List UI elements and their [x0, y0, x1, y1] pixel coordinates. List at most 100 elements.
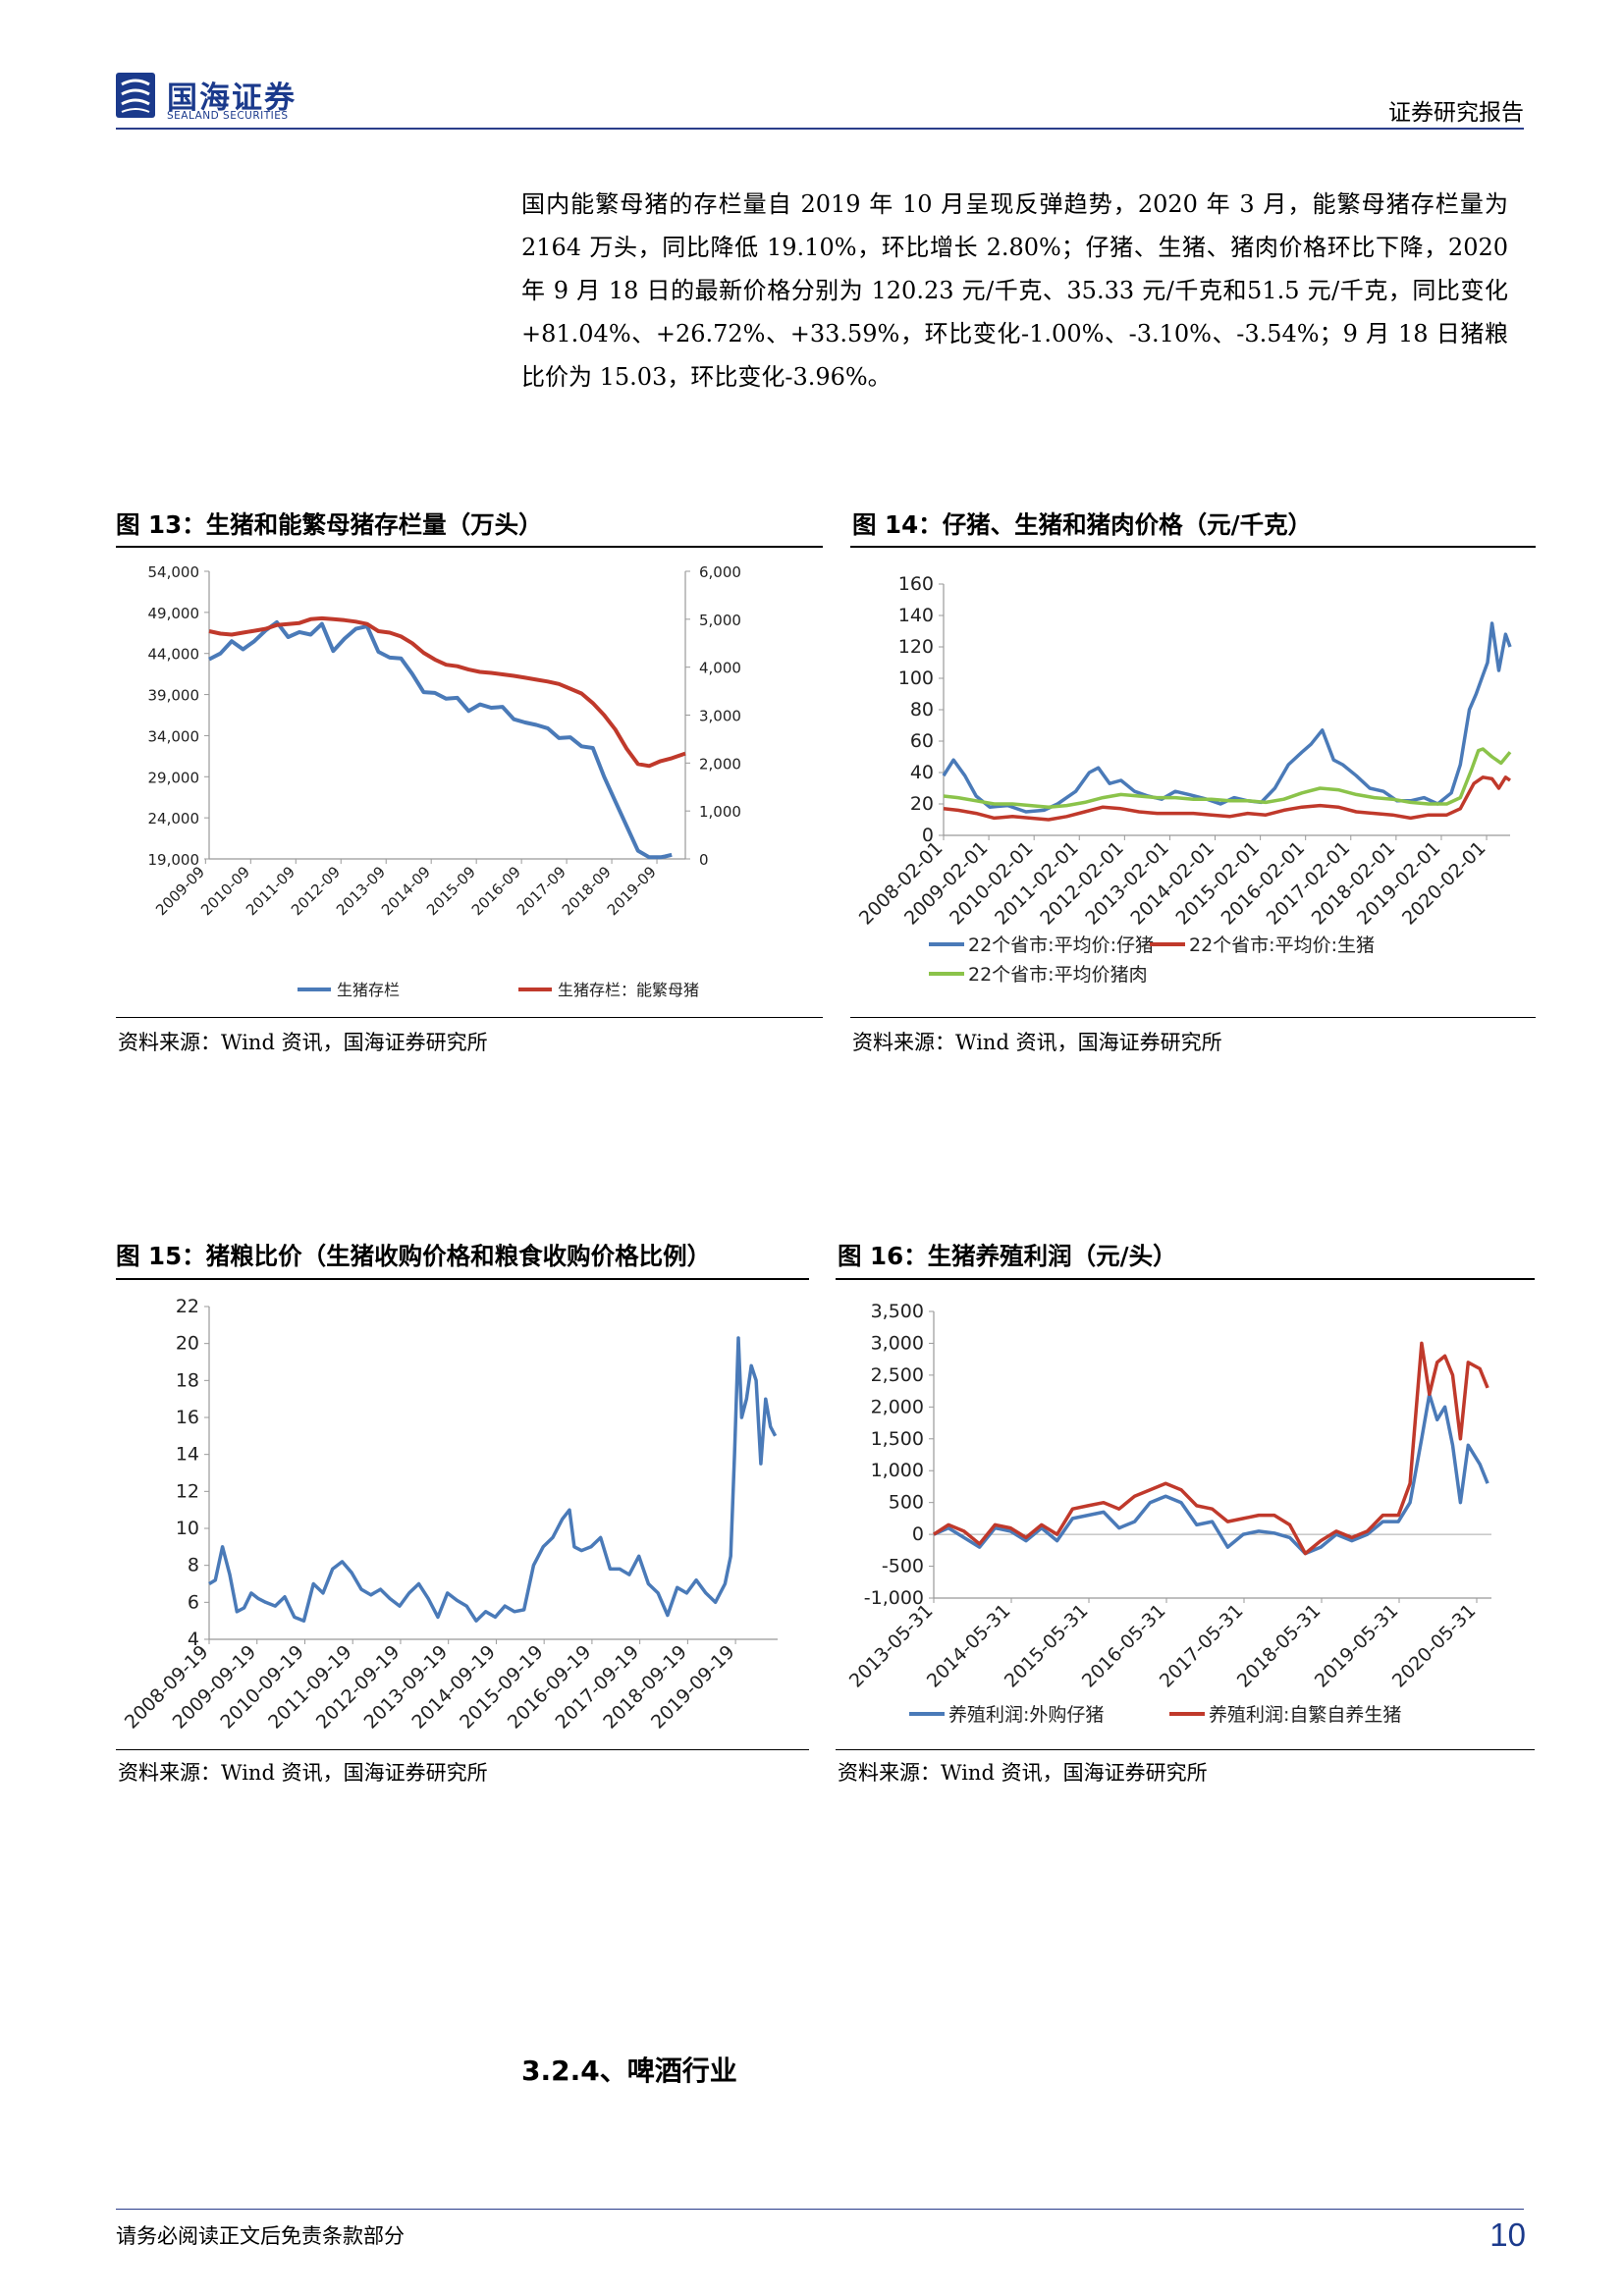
y-tick-label: 14 [176, 1444, 199, 1466]
fig16-title: 图 16：生猪养殖利润（元/头） [838, 1242, 1177, 1270]
x-tick-label: 2009-09 [152, 863, 208, 919]
y-tick-label: 60 [910, 730, 934, 752]
y-tick-label: 0 [922, 825, 934, 846]
y-tick-label: 20 [176, 1333, 199, 1355]
y-tick-label: 34,000 [148, 727, 200, 745]
y2-tick-label: 0 [699, 851, 709, 869]
fig14-chart: 0204060801001201401602008-02-012009-02-0… [855, 573, 1512, 986]
legend-label-2: 22个省市:平均价:生猪 [1189, 934, 1375, 956]
y-tick-label: 160 [898, 573, 934, 595]
fig15-top-rule [116, 1278, 809, 1280]
y-tick-label: 19,000 [148, 851, 200, 869]
y-tick-label: 2,500 [871, 1364, 924, 1386]
y2-tick-label: 5,000 [699, 612, 741, 629]
y-tick-label: 49,000 [148, 605, 200, 622]
y-tick-label: 24,000 [148, 810, 200, 828]
series-line-2 [208, 615, 686, 769]
section-title: 3.2.4、啤酒行业 [521, 2055, 737, 2087]
fig16-bottom-rule [836, 1749, 1535, 1750]
y-tick-label: -1,000 [864, 1587, 924, 1609]
body-paragraph-text: 国内能繁母猪的存栏量自 2019 年 10 月呈现反弹趋势，2020 年 3 月… [521, 190, 1508, 391]
fig13-top-rule [116, 546, 823, 548]
y-tick-label: -500 [882, 1556, 924, 1577]
series-line-2 [933, 1341, 1489, 1556]
x-tick-label: 2020-05-31 [1388, 1600, 1481, 1692]
x-tick-label: 2019-09 [604, 863, 660, 919]
y-tick-label: 40 [910, 762, 934, 783]
legend-label-1: 养殖利润:外购仔猪 [948, 1704, 1104, 1726]
x-tick-label: 2012-09 [288, 863, 344, 919]
fig14-bottom-rule [850, 1017, 1536, 1018]
y-tick-label: 8 [188, 1555, 199, 1576]
legend-label-3: 22个省市:平均价猪肉 [968, 964, 1148, 986]
logo-text-en: SEALAND SECURITIES [167, 110, 289, 122]
fig16-source: 资料来源：Wind 资讯，国海证券研究所 [838, 1761, 1208, 1785]
footer-divider [116, 2209, 1524, 2210]
y-tick-label: 44,000 [148, 646, 200, 664]
header-divider [116, 128, 1524, 130]
x-tick-label: 2013-09 [333, 863, 389, 919]
y-tick-label: 6 [188, 1591, 199, 1613]
company-logo: 国海证券 SEALAND SECURITIES [116, 71, 317, 128]
series-line-1 [208, 1336, 778, 1623]
legend-label-1: 22个省市:平均价:仔猪 [968, 934, 1154, 956]
x-tick-label: 2016-09 [468, 863, 524, 919]
legend-label-2: 养殖利润:自繁自养生猪 [1209, 1704, 1401, 1726]
y-tick-label: 12 [176, 1480, 199, 1502]
body-paragraph: 国内能繁母猪的存栏量自 2019 年 10 月呈现反弹趋势，2020 年 3 月… [521, 183, 1508, 399]
y-tick-label: 16 [176, 1407, 199, 1428]
fig13-bottom-rule [116, 1017, 823, 1018]
y-tick-label: 20 [910, 793, 934, 815]
y-tick-label: 54,000 [148, 563, 200, 581]
legend-label-1: 生猪存栏 [337, 981, 400, 999]
y-tick-label: 22 [176, 1296, 199, 1317]
legend-label-2: 生猪存栏：能繁母猪 [558, 981, 699, 999]
y2-tick-label: 1,000 [699, 803, 741, 821]
fig13-title: 图 13：生猪和能繁母猪存栏量（万头） [116, 510, 543, 539]
series-line-2 [943, 775, 1511, 822]
y-tick-label: 29,000 [148, 769, 200, 786]
x-tick-label: 2015-09 [423, 863, 479, 919]
y-tick-label: 100 [898, 667, 934, 689]
x-tick-label: 2014-09 [378, 863, 434, 919]
y-tick-label: 140 [898, 605, 934, 626]
y-tick-label: 120 [898, 636, 934, 658]
fig16-top-rule [836, 1278, 1535, 1280]
y2-tick-label: 4,000 [699, 660, 741, 677]
y-tick-label: 1,000 [871, 1460, 924, 1481]
x-tick-label: 2018-09 [559, 863, 615, 919]
series-line-3 [943, 747, 1512, 809]
fig16-chart: -1,000 -500 0 500 1,000 1,500 2,000 2,500 3,000 3… [845, 1301, 1491, 1726]
fig14-top-rule [850, 546, 1536, 548]
fig15-chart: 468101214161820222008-09-192009-09-19201… [121, 1296, 778, 1734]
y-tick-label: 2,000 [871, 1396, 924, 1417]
series-line-1 [208, 619, 673, 860]
page-header: 国海证券 SEALAND SECURITIES 证券研究报告 [0, 0, 1624, 137]
y-tick-label: 0 [912, 1523, 924, 1545]
series-line-1 [942, 621, 1512, 814]
y-tick-label: 3,000 [871, 1332, 924, 1354]
y-tick-label: 4 [188, 1629, 199, 1650]
report-type-label: 证券研究报告 [1388, 100, 1524, 126]
fig13-chart: 19,000 24,000 29,000 34,000 39,000 44,000 49,0… [148, 563, 741, 999]
footer-disclaimer: 请务必阅读正文后免责条款部分 [116, 2224, 405, 2248]
y-tick-label: 500 [889, 1492, 924, 1514]
y-tick-label: 1,500 [871, 1428, 924, 1450]
fig14-title: 图 14：仔猪、生猪和猪肉价格（元/千克） [852, 510, 1313, 539]
page-number: 10 [1489, 2216, 1526, 2253]
y-tick-label: 80 [910, 699, 934, 721]
y2-tick-label: 3,000 [699, 708, 741, 725]
sealand-logo-icon [116, 73, 155, 118]
fig15-title: 图 15：猪粮比价（生猪收购价格和粮食收购价格比例） [116, 1242, 712, 1270]
logo-text-cn: 国海证券 [167, 80, 297, 116]
y-tick-label: 18 [176, 1369, 199, 1391]
fig13-source: 资料来源：Wind 资讯，国海证券研究所 [118, 1031, 488, 1054]
y-tick-label: 3,500 [871, 1301, 924, 1322]
y-tick-label: 10 [176, 1518, 199, 1539]
x-tick-label: 2011-09 [243, 863, 298, 919]
y2-tick-label: 6,000 [699, 563, 741, 581]
y-tick-label: 39,000 [148, 687, 200, 705]
fig14-source: 资料来源：Wind 资讯，国海证券研究所 [852, 1031, 1222, 1054]
y2-tick-label: 2,000 [699, 755, 741, 773]
fig15-source: 资料来源：Wind 资讯，国海证券研究所 [118, 1761, 488, 1785]
